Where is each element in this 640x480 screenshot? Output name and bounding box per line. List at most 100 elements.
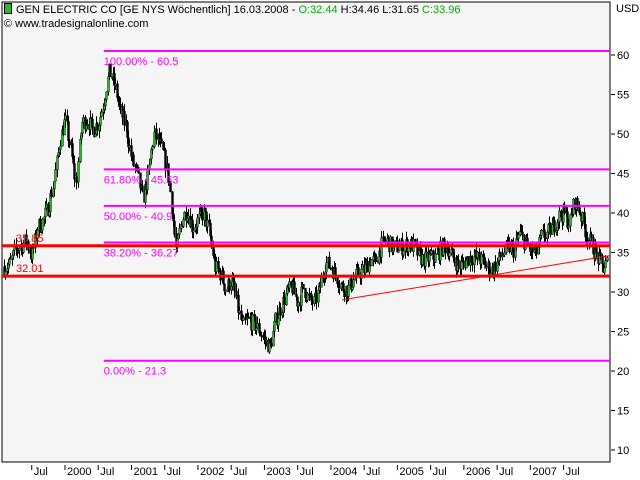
candle-body bbox=[64, 115, 67, 120]
candle-body bbox=[434, 253, 437, 263]
candle-body bbox=[595, 246, 598, 254]
candle-body bbox=[421, 254, 424, 265]
candle-body bbox=[141, 185, 144, 192]
x-tick-label: 2006 bbox=[466, 466, 490, 478]
y-tick-label: 30 bbox=[617, 287, 629, 299]
y-tick-label: 45 bbox=[617, 169, 629, 181]
candle-body bbox=[67, 121, 70, 141]
candle-body bbox=[338, 287, 341, 289]
candle-body bbox=[603, 267, 606, 273]
candle-body bbox=[32, 247, 35, 249]
x-tick-label: 2003 bbox=[266, 466, 290, 478]
candle-body bbox=[489, 273, 492, 276]
candle-body bbox=[569, 214, 572, 227]
candle-body bbox=[397, 250, 400, 253]
candle-body bbox=[86, 124, 89, 126]
candle-body bbox=[233, 281, 236, 292]
candle-body bbox=[228, 279, 231, 291]
chart-header: GEN ELECTRIC CO [GE NYS Wöchentlich] 16.… bbox=[4, 3, 461, 17]
candle-body bbox=[160, 138, 163, 143]
fibonacci-label: 38.20% - 36.27 bbox=[104, 247, 179, 259]
candle-body bbox=[450, 249, 453, 254]
candle-body bbox=[196, 217, 199, 228]
candle-body bbox=[425, 251, 428, 254]
candle-body bbox=[53, 181, 56, 190]
y-tick-label: 35 bbox=[617, 248, 629, 260]
high-value: H:34.46 bbox=[340, 4, 380, 16]
candle-body bbox=[558, 210, 561, 222]
candle-body bbox=[380, 237, 383, 258]
candle-body bbox=[18, 248, 21, 252]
x-tick-label: Jul bbox=[366, 466, 380, 478]
candle-body bbox=[328, 257, 331, 268]
candle-body bbox=[494, 262, 497, 272]
candle-body bbox=[123, 111, 126, 126]
candle-body bbox=[457, 259, 460, 267]
candle-body bbox=[480, 254, 483, 265]
horizontal-line-label: 35.85 bbox=[16, 233, 44, 245]
candle-body bbox=[283, 297, 286, 305]
fibonacci-label: 50.00% - 40.9 bbox=[104, 211, 173, 223]
candle-body bbox=[128, 145, 131, 148]
candle-body bbox=[357, 267, 360, 276]
candle-body bbox=[192, 230, 195, 233]
candle-body bbox=[206, 219, 209, 228]
candle-body bbox=[178, 228, 181, 235]
fibonacci-label: 100.00% - 60.5 bbox=[104, 56, 179, 68]
x-tick-label: 2002 bbox=[200, 466, 224, 478]
candle-body bbox=[96, 123, 99, 131]
candle-body bbox=[526, 238, 529, 245]
candle-body bbox=[604, 260, 607, 269]
candle-body bbox=[136, 164, 139, 168]
y-tick-label: 20 bbox=[617, 366, 629, 378]
x-tick-label: Jul bbox=[233, 466, 247, 478]
candle-body bbox=[8, 258, 11, 265]
candle-body bbox=[238, 310, 241, 313]
candle-body bbox=[91, 118, 94, 128]
candle-body bbox=[361, 264, 364, 270]
candle-body bbox=[467, 256, 470, 266]
candle-body bbox=[551, 224, 554, 235]
candle-body bbox=[540, 229, 543, 236]
x-tick-label: 2005 bbox=[399, 466, 423, 478]
candle-body bbox=[183, 212, 186, 220]
candle-body bbox=[581, 212, 584, 222]
candle-body bbox=[223, 283, 226, 292]
candle-body bbox=[279, 307, 282, 316]
candle-body bbox=[521, 231, 524, 236]
candle-body bbox=[9, 258, 12, 260]
candle-body bbox=[553, 219, 556, 233]
candle-body bbox=[114, 83, 117, 86]
candle-body bbox=[119, 104, 122, 107]
candle-body bbox=[462, 260, 465, 263]
candle-body bbox=[297, 302, 300, 307]
candle-body bbox=[352, 279, 355, 288]
y-tick-label: 50 bbox=[617, 129, 629, 141]
candle-body bbox=[485, 266, 488, 269]
candle-body bbox=[41, 218, 44, 231]
candle-body bbox=[109, 63, 112, 77]
candle-body bbox=[247, 316, 250, 319]
candle-body bbox=[311, 300, 314, 304]
candle-body bbox=[155, 128, 158, 140]
candle-body bbox=[476, 251, 479, 258]
y-tick-label: 15 bbox=[617, 406, 629, 418]
fibonacci-label: 61.80% - 45.53 bbox=[104, 174, 179, 186]
y-tick-label: 10 bbox=[617, 445, 629, 457]
candle-body bbox=[256, 323, 259, 329]
candle-body bbox=[132, 154, 135, 166]
candle-body bbox=[274, 312, 277, 322]
candle-body bbox=[50, 193, 53, 197]
candle-body bbox=[215, 261, 218, 272]
fibonacci-label: 0.00% - 21.3 bbox=[104, 366, 166, 378]
candle-body bbox=[471, 262, 474, 266]
candle-body bbox=[204, 207, 207, 212]
candle-body bbox=[576, 198, 579, 208]
candle-body bbox=[59, 145, 62, 150]
candle-body bbox=[366, 261, 369, 273]
candle-body bbox=[402, 250, 405, 256]
candle-body bbox=[517, 234, 520, 239]
candle-body bbox=[544, 237, 547, 239]
candle-body bbox=[302, 284, 305, 289]
